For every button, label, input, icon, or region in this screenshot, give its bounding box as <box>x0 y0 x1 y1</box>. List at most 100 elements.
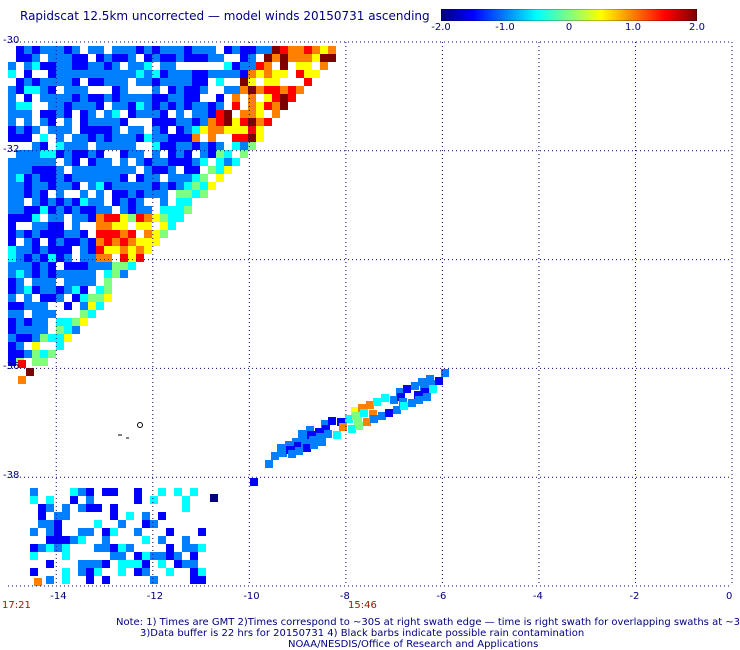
wind-cell <box>248 70 256 78</box>
wind-cell <box>190 560 198 568</box>
wind-cell <box>168 94 176 102</box>
wind-cell <box>128 46 136 54</box>
wind-cell <box>72 166 80 174</box>
wind-cell <box>110 504 118 512</box>
wind-cell <box>112 222 120 230</box>
wind-cell <box>288 46 296 54</box>
wind-cell <box>102 528 110 536</box>
wind-cell <box>16 174 24 182</box>
wind-cell <box>232 46 240 54</box>
wind-cell <box>32 310 40 318</box>
colorbar-tick-label: -1.0 <box>495 22 515 33</box>
wind-cell <box>248 94 256 102</box>
wind-cell <box>120 254 128 262</box>
wind-cell <box>40 318 48 326</box>
wind-cell <box>8 334 16 342</box>
wind-cell <box>168 62 176 70</box>
wind-cell <box>104 182 112 190</box>
wind-cell <box>48 238 56 246</box>
wind-cell <box>38 504 46 512</box>
wind-cell <box>208 166 216 174</box>
lon-tick-label: -2 <box>629 591 640 602</box>
wind-cell <box>80 262 88 270</box>
wind-cell <box>120 46 128 54</box>
wind-cell <box>88 118 96 126</box>
wind-cell <box>86 488 94 496</box>
wind-cell <box>168 86 176 94</box>
wind-cell <box>208 150 216 158</box>
wind-cell <box>176 158 184 166</box>
wind-cell <box>88 254 96 262</box>
wind-cell <box>32 190 40 198</box>
wind-cell <box>56 126 64 134</box>
wind-cell <box>190 552 198 560</box>
wind-cell <box>46 520 54 528</box>
wind-cell <box>128 142 136 150</box>
wind-cell <box>40 270 48 278</box>
wind-cell <box>296 70 304 78</box>
wind-cell <box>272 46 280 54</box>
wind-cell <box>160 214 168 222</box>
wind-cell <box>80 54 88 62</box>
wind-cell <box>70 496 78 504</box>
wind-cell <box>142 568 150 576</box>
wind-cell <box>8 302 16 310</box>
wind-cell <box>24 78 32 86</box>
wind-cell <box>168 206 176 214</box>
time-left: 17:21 <box>2 600 31 611</box>
wind-cell <box>72 222 80 230</box>
wind-cell <box>256 126 264 134</box>
wind-cell <box>104 118 112 126</box>
wind-cell <box>208 142 216 150</box>
wind-cell <box>104 270 112 278</box>
wind-cell <box>32 358 40 366</box>
wind-cell <box>40 278 48 286</box>
wind-cell <box>64 286 72 294</box>
wind-cell <box>216 126 224 134</box>
wind-cell <box>32 126 40 134</box>
wind-cell <box>176 70 184 78</box>
wind-cell <box>160 118 168 126</box>
wind-cell <box>192 110 200 118</box>
wind-cell <box>56 70 64 78</box>
wind-cell <box>8 166 16 174</box>
wind-cell <box>88 78 96 86</box>
wind-cell <box>240 78 248 86</box>
wind-cell <box>318 438 326 446</box>
wind-cell <box>216 110 224 118</box>
wind-cell <box>176 182 184 190</box>
wind-cell <box>32 46 40 54</box>
wind-cell <box>32 150 40 158</box>
wind-cell <box>8 310 16 318</box>
wind-cell <box>72 46 80 54</box>
wind-cell <box>40 262 48 270</box>
wind-cell <box>62 544 70 552</box>
wind-cell <box>16 326 24 334</box>
wind-cell <box>408 399 416 407</box>
wind-cell <box>16 102 24 110</box>
wind-cell <box>198 568 206 576</box>
wind-cell <box>64 206 72 214</box>
wind-cell <box>272 86 280 94</box>
wind-cell <box>72 198 80 206</box>
wind-cell <box>112 262 120 270</box>
wind-cell <box>256 70 264 78</box>
wind-cell <box>40 110 48 118</box>
wind-cell <box>80 278 88 286</box>
wind-cell <box>48 310 56 318</box>
wind-cell <box>112 238 120 246</box>
wind-cell <box>396 388 404 396</box>
wind-cell <box>264 70 272 78</box>
wind-cell <box>24 318 32 326</box>
wind-cell <box>8 70 16 78</box>
wind-cell <box>96 230 104 238</box>
wind-cell <box>176 110 184 118</box>
wind-cell <box>56 342 64 350</box>
wind-cell <box>32 286 40 294</box>
wind-cell <box>80 294 88 302</box>
colorbar-tick-label: 1.0 <box>625 22 641 33</box>
wind-cell <box>256 46 264 54</box>
wind-cell <box>248 126 256 134</box>
wind-cell <box>86 576 94 584</box>
wind-cell <box>200 78 208 86</box>
